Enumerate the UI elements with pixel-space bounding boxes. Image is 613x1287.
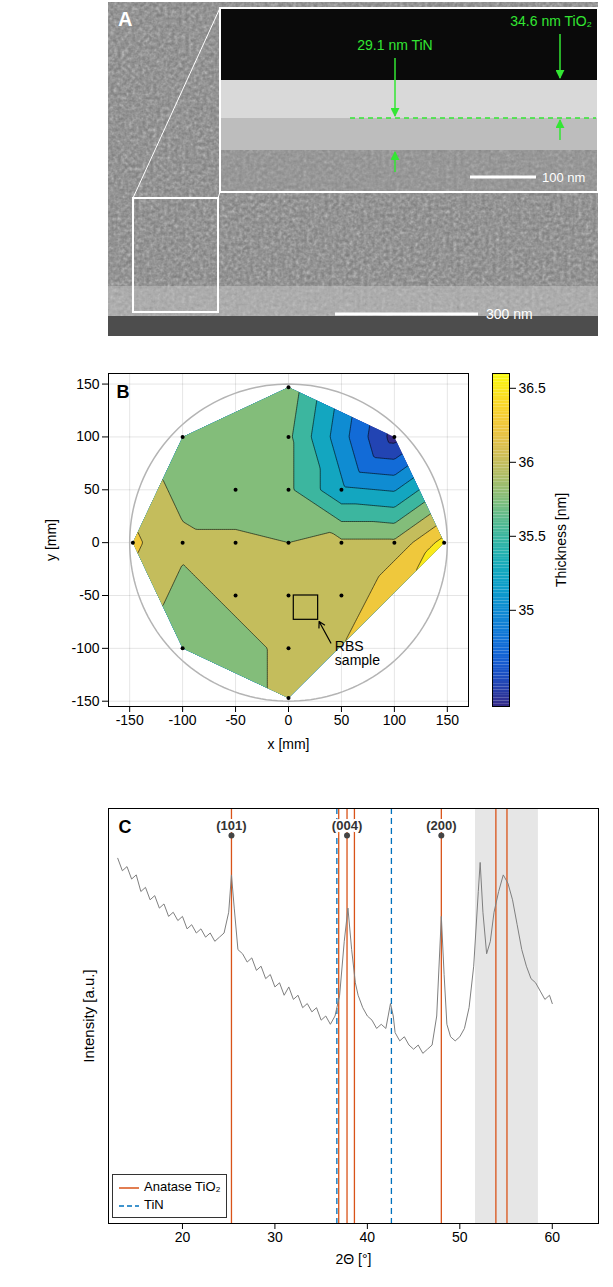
svg-text:-100: -100 [71,640,99,656]
svg-text:2Θ [°]: 2Θ [°] [336,1251,372,1267]
html-text:Anatase TiO₂: Anatase TiO₂ [144,1179,221,1194]
svg-text:x [mm]: x [mm] [268,736,310,752]
svg-text:50: 50 [84,481,100,497]
svg-text:29.1 nm TiN: 29.1 nm TiN [357,37,432,53]
svg-text:35.5: 35.5 [519,528,546,544]
svg-text:(004): (004) [332,818,362,833]
svg-text:-50: -50 [79,587,99,603]
svg-text:100: 100 [383,712,407,728]
svg-text:20: 20 [175,1229,191,1245]
svg-text:50: 50 [452,1229,468,1245]
svg-text:40: 40 [360,1229,376,1245]
svg-text:0: 0 [285,712,293,728]
svg-text:-150: -150 [71,693,99,709]
svg-text:Thickness [nm]: Thickness [nm] [553,493,569,587]
html-text:Intensity [a.u.]: Intensity [a.u.] [79,968,97,1063]
svg-text:30: 30 [267,1229,283,1245]
svg-text:(200): (200) [426,818,456,833]
svg-text:150: 150 [76,376,100,392]
svg-text:B: B [117,382,130,402]
svg-text:-50: -50 [225,712,245,728]
svg-text:100 nm: 100 nm [542,170,585,185]
svg-text:100: 100 [76,428,100,444]
svg-text:RBSsample: RBSsample [335,638,380,668]
html-text:TiN: TiN [144,1197,164,1212]
svg-text:-150: -150 [116,712,144,728]
svg-text:36.5: 36.5 [519,380,546,396]
svg-text:C: C [119,817,132,837]
svg-text:60: 60 [544,1229,560,1245]
svg-text:y [mm]: y [mm] [43,519,59,561]
svg-text:A: A [118,8,132,30]
svg-text:35: 35 [519,602,535,618]
svg-text:300 nm: 300 nm [486,306,533,322]
svg-text:36: 36 [519,454,535,470]
svg-text:34.6 nm TiO₂: 34.6 nm TiO₂ [510,13,592,29]
svg-text:(101): (101) [216,818,246,833]
svg-text:0: 0 [92,534,100,550]
svg-text:-100: -100 [169,712,197,728]
svg-text:150: 150 [436,712,460,728]
svg-text:50: 50 [334,712,350,728]
